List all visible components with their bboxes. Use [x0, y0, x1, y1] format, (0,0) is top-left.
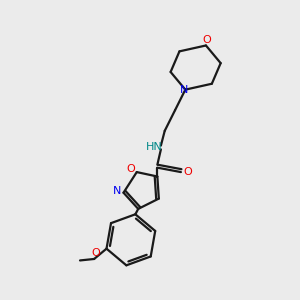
Text: N: N [180, 85, 188, 94]
Text: O: O [126, 164, 135, 173]
Text: O: O [202, 35, 211, 46]
Text: O: O [183, 167, 192, 177]
Text: N: N [113, 186, 121, 196]
Text: O: O [92, 248, 100, 258]
Text: HN: HN [146, 142, 163, 152]
